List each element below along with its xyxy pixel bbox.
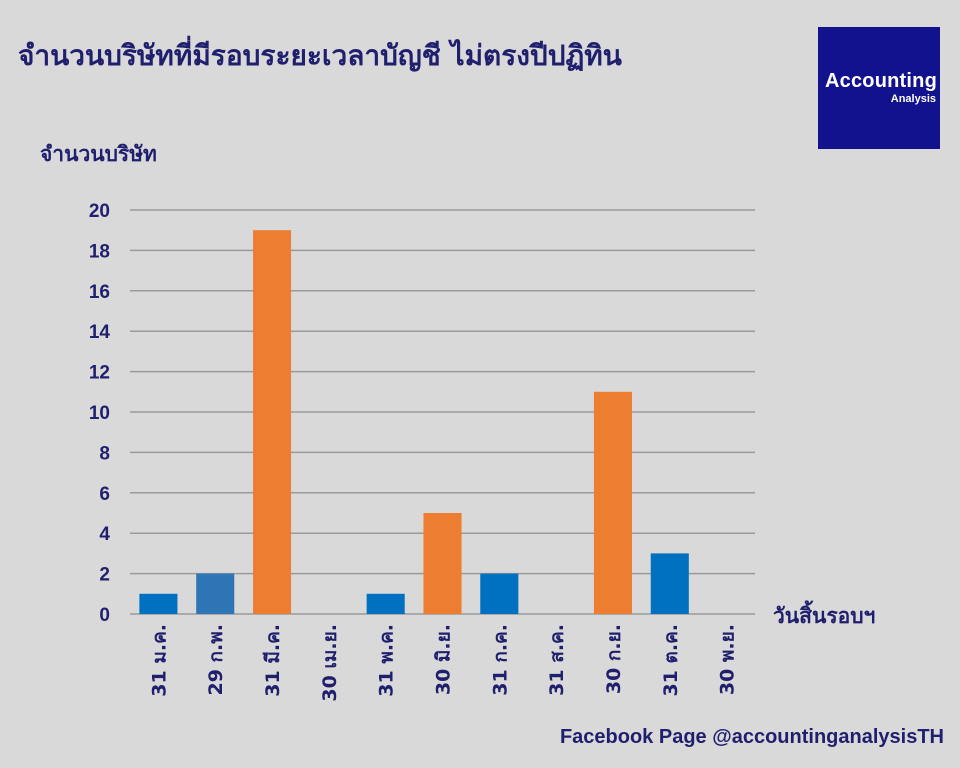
- bar: [650, 553, 689, 614]
- x-tick-label: 30 พ.ย.: [717, 624, 739, 695]
- y-tick-labels: 0 2 4 6 8 10 12 14 16 18 20: [89, 201, 111, 626]
- y-tick-label: 6: [99, 484, 110, 505]
- y-tick-label: 4: [99, 524, 110, 545]
- y-tick-label: 12: [89, 363, 110, 384]
- x-tick-label: 29 ก.พ.: [205, 624, 227, 696]
- footer-credit: Facebook Page @accountinganalysisTH: [559, 726, 944, 748]
- y-tick-label: 20: [89, 201, 110, 222]
- x-tick-label: 31 ก.ค.: [489, 624, 511, 696]
- bar: [253, 230, 292, 614]
- y-tick-label: 10: [89, 403, 110, 424]
- x-tick-label: 30 ก.ย.: [603, 624, 625, 694]
- bar: [139, 593, 178, 614]
- chart-title: จำนวนบริษัทที่มีรอบระยะเวลาบัญชี ไม่ตรงป…: [18, 39, 622, 72]
- bars: [139, 230, 689, 614]
- x-tick-label: 31 ส.ค.: [546, 624, 568, 696]
- y-tick-label: 8: [99, 443, 110, 464]
- bar: [366, 593, 405, 614]
- y-tick-label: 0: [99, 605, 110, 626]
- x-tick-labels: 31 ม.ค. 29 ก.พ. 31 มี.ค. 30 เม.ย. 31 พ.ค. 30 …: [148, 624, 738, 702]
- x-tick-label: 31 ต.ค.: [660, 624, 682, 697]
- y-tick-label: 16: [89, 282, 110, 303]
- x-tick-label: 31 มี.ค.: [262, 624, 284, 697]
- bar: [593, 391, 632, 614]
- logo-line1: Accounting: [825, 70, 937, 92]
- x-tick-label: 31 ม.ค.: [148, 624, 170, 697]
- x-tick-label: 31 พ.ค.: [376, 624, 398, 697]
- y-tick-label: 18: [89, 241, 110, 262]
- accounting-analysis-logo: Accounting Analysis: [818, 27, 940, 149]
- logo-line2: Analysis: [890, 93, 936, 105]
- bar: [196, 573, 235, 614]
- y-tick-label: 14: [89, 322, 111, 343]
- y-axis-label: จำนวนบริษัท: [40, 142, 157, 166]
- bar: [423, 513, 462, 614]
- x-axis-label: วันสิ้นรอบฯ: [773, 604, 876, 628]
- y-tick-label: 2: [99, 565, 110, 586]
- x-tick-label: 30 เม.ย.: [319, 624, 341, 702]
- x-tick-label: 30 มิ.ย.: [433, 624, 455, 695]
- bar: [480, 573, 519, 614]
